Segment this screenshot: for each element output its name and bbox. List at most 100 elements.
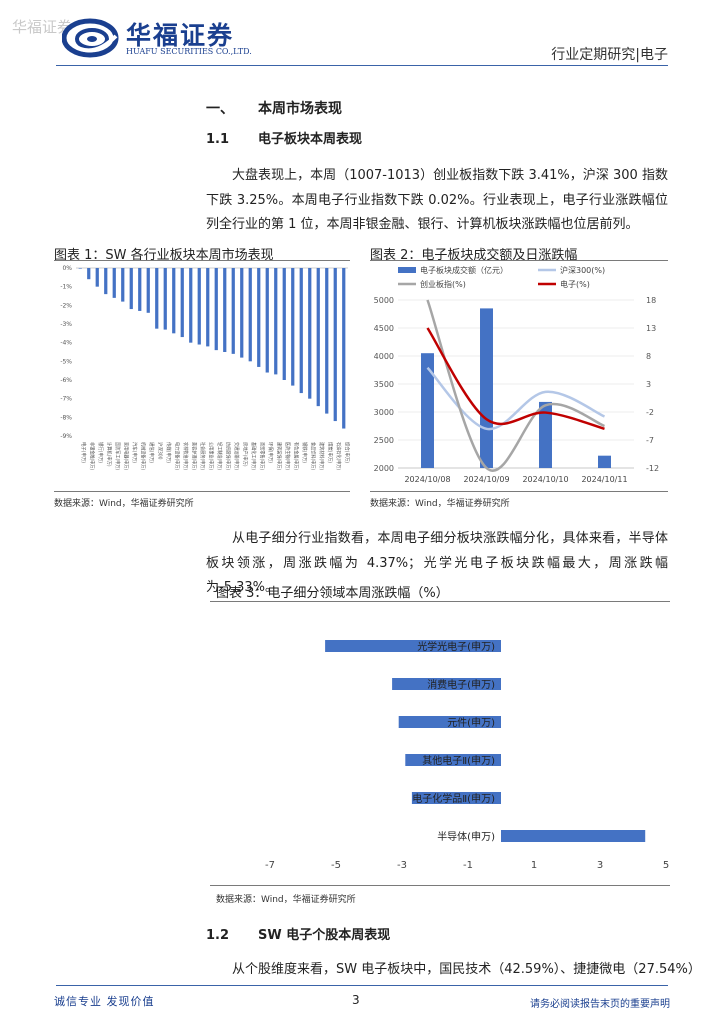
- fig1-x-tick: 银行(申万): [97, 442, 104, 463]
- section-title: SW 电子个股本周表现: [258, 928, 391, 943]
- fig2-left-tick: 3500: [374, 380, 394, 389]
- fig1-bar: [223, 268, 227, 352]
- fig1-bar: [180, 268, 184, 338]
- fig1-y-tick: -4%: [60, 340, 72, 347]
- fig1-x-tick: 建筑装饰(申万): [275, 442, 282, 470]
- fig1-x-tick: 机械设备(申万): [139, 442, 146, 470]
- fig3-bar: [325, 640, 501, 652]
- fig1-bar: [325, 268, 329, 414]
- fig1-x-tick: 钢铁(申万): [301, 442, 308, 463]
- fig1-x-tick: 煤炭(申万): [326, 442, 333, 463]
- section-title: 本周市场表现: [258, 101, 342, 117]
- fig2-left-tick: 2000: [374, 464, 394, 473]
- fig1-y-tick: -1%: [60, 284, 72, 291]
- fig1-y-tick: 0%: [62, 265, 72, 272]
- fig1-bar: [206, 268, 210, 347]
- fig1-y-tick: -9%: [60, 433, 72, 440]
- watermark: 华福证券: [12, 18, 73, 36]
- fig1-bar: [333, 268, 337, 422]
- header-rule: [56, 65, 668, 66]
- paragraph-market-overview: 大盘表现上，本周（1007-1013）创业板指数下跌 3.41%，沪深 300 …: [206, 168, 668, 232]
- fig1-x-tick: 非银金融(申万): [88, 442, 95, 470]
- fig1-bar: [104, 268, 108, 295]
- fig1-bar: [291, 268, 295, 386]
- fig2-right-tick: 13: [646, 324, 656, 333]
- fig1-bar: [316, 268, 320, 407]
- fig2-legend-label: 沪深300(%): [560, 265, 605, 275]
- report-category: 行业定期研究|电子: [551, 47, 668, 63]
- figure-3-top-rule: [210, 601, 670, 603]
- footer-rule: [56, 985, 668, 986]
- fig2-series-line: [426, 327, 605, 431]
- figure-2-chart: 电子板块成交额（亿元） 沪深300(%) 创业板指(%) 电子(%) 5000 4500 4…: [374, 265, 659, 484]
- fig3-bar: [392, 678, 501, 690]
- figure-1-source: 数据来源：Wind，华福证券研究所: [54, 499, 194, 509]
- fig1-x-tick: 电力设备(申万): [173, 442, 180, 470]
- fig1-x-tick: 轻工制造(申万): [216, 442, 223, 470]
- fig3-x-tick: 5: [663, 860, 669, 871]
- logo-chinese-name: 华福证券: [126, 21, 235, 50]
- fig3-category-label: 电子化学品Ⅱ(申万): [412, 792, 495, 805]
- fig2-series-line: [426, 366, 606, 431]
- logo-swirl-icon: [62, 18, 119, 58]
- fig1-bar: [95, 268, 99, 287]
- logo-english-name: HUAFU SECURITIES CO.,LTD.: [126, 47, 252, 56]
- fig1-bar: [78, 268, 82, 269]
- fig1-bar: [282, 268, 286, 380]
- fig1-y-tick: -7%: [60, 396, 72, 403]
- fig3-x-tick: -3: [397, 860, 407, 871]
- fig1-bar: [197, 268, 201, 345]
- fig1-x-tick: 商贸零售(申万): [258, 442, 265, 470]
- section-heading-1: 一、 本周市场表现: [206, 98, 342, 118]
- figure-1-chart: 0% -1% -2% -3% -4% -5% -6% -7% -8% -9% 电子(申万) 非银金融(…: [60, 265, 350, 470]
- fig1-x-tick: 社会服务(申万): [199, 442, 206, 470]
- section-number: 1.1: [206, 132, 230, 147]
- fig1-x-tick: 美容护理(申万): [190, 442, 197, 470]
- fig1-bar: [240, 268, 244, 358]
- figure-2-source: 数据来源：Wind，华福证券研究所: [370, 499, 510, 509]
- fig2-bar: [598, 455, 611, 468]
- figure-2-top-rule: [370, 260, 668, 262]
- fig3-x-tick: 1: [531, 860, 537, 871]
- fig1-y-tick: -6%: [60, 377, 72, 384]
- fig2-bar: [480, 308, 493, 468]
- fig1-x-tick: 纺织服饰(申万): [224, 442, 231, 470]
- fig1-y-tick: -3%: [60, 321, 72, 328]
- fig1-y-tick: -2%: [60, 302, 72, 309]
- fig1-x-tick: 沪深300: [156, 442, 163, 460]
- footer-slogan: 诚信专业 发现价值: [54, 995, 155, 1008]
- fig1-bar: [146, 268, 150, 313]
- fig2-x-tick: 2024/10/10: [522, 475, 568, 484]
- fig1-x-tick: 建筑材料(申万): [318, 442, 325, 470]
- fig2-left-tick: 4000: [374, 352, 394, 361]
- figure-3-source: 数据来源：Wind，华福证券研究所: [216, 895, 356, 905]
- fig3-bar: [398, 716, 501, 728]
- fig1-bar: [121, 268, 125, 302]
- fig3-bar: [501, 830, 646, 842]
- fig3-category-label: 其他电子Ⅱ(申万): [422, 754, 495, 767]
- fig3-x-tick: -1: [463, 860, 473, 871]
- fig3-x-tick: -7: [265, 860, 275, 871]
- fig1-bar: [342, 268, 346, 429]
- company-logo: 华福证券 HUAFU SECURITIES CO.,LTD.: [62, 14, 252, 62]
- fig1-x-tick: 房地产(申万): [241, 442, 248, 467]
- fig3-category-label: 元件(申万): [447, 716, 495, 729]
- fig3-category-label: 半导体(申万): [437, 830, 495, 843]
- fig1-x-tick: 电子(申万): [80, 442, 87, 463]
- fig1-x-tick: 农林牧渔(申万): [182, 442, 189, 470]
- paragraph-stocks: 从个股维度来看，SW 电子板块中，国民技术（42.59%）、捷捷微电（27.54…: [232, 962, 701, 977]
- fig2-right-tick: -7: [646, 436, 654, 445]
- fig2-left-tick: 4500: [374, 324, 394, 333]
- figure-3-bottom-rule: [210, 885, 670, 886]
- fig2-x-tick: 2024/10/08: [404, 475, 450, 484]
- figure-1-bottom-rule: [54, 491, 350, 492]
- section-heading-1-1: 1.1 电子板块本周表现: [206, 128, 362, 147]
- fig1-bar: [248, 268, 252, 362]
- fig1-x-tick: 环保(申万): [267, 442, 274, 463]
- fig1-x-tick: 有色金属(申万): [292, 442, 299, 470]
- figure-2-title: 图表 2：电子板块成交额及日涨跌幅: [370, 248, 578, 263]
- fig1-x-tick: 汽车(申万): [131, 442, 138, 463]
- fig2-legend-label: 创业板指(%): [420, 279, 466, 289]
- fig1-x-tick: 石油石化(申万): [335, 442, 342, 470]
- fig1-bar: [265, 268, 269, 373]
